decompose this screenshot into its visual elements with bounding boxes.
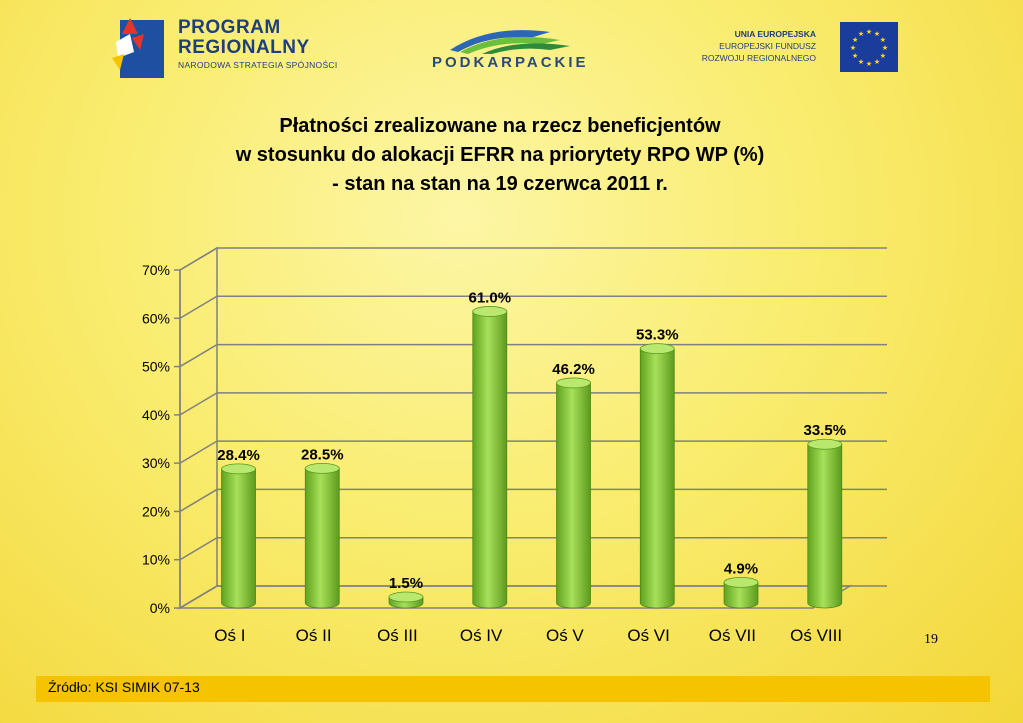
bar [472, 311, 508, 609]
data-label: 28.4% [217, 447, 260, 464]
bar-top [556, 377, 591, 389]
svg-text:★: ★ [858, 58, 864, 66]
title-line3: - stan na stan na 19 czerwca 2011 r. [332, 173, 668, 195]
bar-top [639, 343, 675, 355]
source-text: Źródło: KSI SIMIK 07-13 [48, 679, 200, 695]
y-tick-label: 20% [142, 503, 170, 519]
category-label: Oś III [377, 626, 418, 645]
svg-text:★: ★ [866, 60, 872, 68]
program-line2: REGIONALNY [178, 37, 310, 58]
y-tick-label: 50% [142, 359, 170, 375]
svg-text:★: ★ [850, 44, 856, 52]
svg-text:★: ★ [852, 52, 858, 60]
title-line2: w stosunku do alokacji EFRR na priorytet… [235, 144, 765, 166]
program-line3: NARODOWA STRATEGIA SPÓJNOŚCI [178, 60, 338, 70]
gridline [179, 295, 887, 319]
svg-text:★: ★ [874, 30, 880, 38]
bar-top [304, 462, 340, 474]
gridline [179, 343, 887, 368]
gridline [179, 536, 887, 561]
data-label: 4.9% [724, 560, 758, 577]
chart-title: Płatności zrealizowane na rzecz beneficj… [150, 112, 850, 199]
category-label: Oś IV [460, 626, 503, 645]
bar-top [388, 591, 424, 603]
bar [556, 382, 591, 609]
eu-flag-icon: ★ ★ ★ ★ ★ ★ ★ ★ ★ ★ ★ ★ [840, 22, 898, 72]
program-regionalny-logo: PROGRAM REGIONALNY NARODOWA STRATEGIA SP… [110, 12, 350, 82]
y-tick-label: 30% [142, 455, 170, 471]
source-bar: Źródło: KSI SIMIK 07-13 [36, 676, 990, 702]
data-label: 61.0% [469, 289, 512, 306]
y-tick-label: 0% [150, 600, 170, 616]
data-label: 46.2% [552, 361, 595, 378]
category-label: Oś VII [709, 626, 756, 645]
gridline [179, 440, 887, 464]
category-label: Oś II [296, 626, 332, 645]
bar [304, 467, 340, 609]
program-regionalny-emblem-icon [112, 18, 164, 78]
gridline [179, 392, 887, 416]
category-label: Oś VIII [790, 626, 842, 645]
category-label: Oś VI [627, 626, 670, 645]
gridline [179, 488, 887, 513]
bar-top [221, 463, 256, 475]
page-number: 19 [924, 632, 938, 647]
data-label: 28.5% [301, 446, 344, 463]
data-label: 53.3% [636, 327, 679, 344]
svg-text:★: ★ [882, 44, 888, 52]
y-tick-label: 40% [142, 407, 170, 423]
eu-logo: UNIA EUROPEJSKA EUROPEJSKI FUNDUSZ ROZWO… [700, 22, 900, 74]
chart-side-wall [179, 246, 218, 610]
bar [221, 468, 256, 609]
svg-text:★: ★ [866, 28, 872, 36]
gridline [179, 585, 887, 609]
svg-text:★: ★ [880, 52, 886, 60]
bar-top [807, 438, 843, 450]
bar [807, 443, 843, 609]
bar [639, 348, 675, 609]
eu-line3: ROZWOJU REGIONALNEGO [701, 53, 816, 63]
gridline [179, 247, 887, 271]
eu-line2: EUROPEJSKI FUNDUSZ [719, 41, 816, 51]
y-tick-label: 10% [142, 552, 170, 568]
data-label: 1.5% [389, 575, 423, 592]
bar [723, 581, 759, 609]
bar-top [472, 306, 508, 317]
svg-text:★: ★ [880, 36, 886, 44]
podkarpackie-hills-icon [450, 30, 570, 54]
svg-text:★: ★ [852, 36, 858, 44]
category-label: Oś V [546, 626, 584, 645]
svg-text:★: ★ [858, 30, 864, 38]
y-tick-label: 70% [142, 262, 170, 278]
data-label: 33.5% [804, 422, 847, 439]
title-line1: Płatności zrealizowane na rzecz beneficj… [279, 115, 721, 137]
program-line1: PROGRAM [178, 17, 281, 38]
eu-line1: UNIA EUROPEJSKA [734, 29, 816, 39]
podkarpackie-logo: PODKARPACKIE [430, 20, 590, 80]
svg-text:★: ★ [874, 58, 880, 66]
podkarpackie-text: PODKARPACKIE [432, 54, 589, 71]
y-tick-label: 60% [142, 310, 170, 326]
bar-top [723, 576, 759, 588]
category-label: Oś I [214, 626, 245, 645]
